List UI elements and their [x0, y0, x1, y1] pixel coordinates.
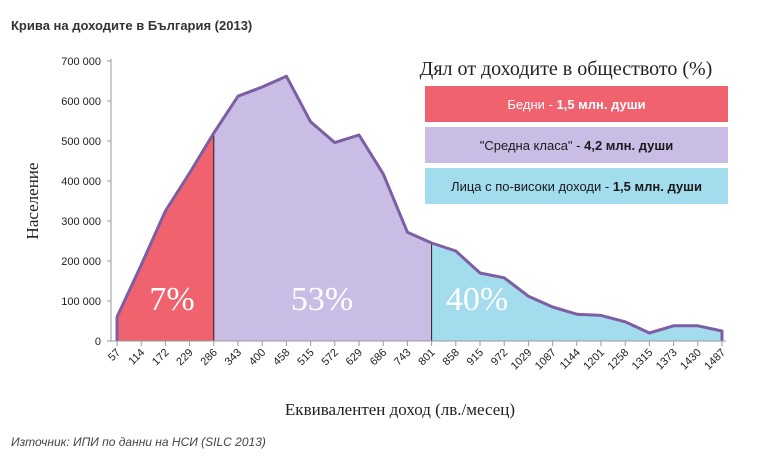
x-tick-label: 572 — [319, 347, 340, 368]
legend-item-detail: 1,5 млн. души — [613, 179, 702, 194]
x-tick-label: 1430 — [678, 347, 704, 373]
y-tick-label: 400 000 — [61, 176, 101, 188]
x-tick-label: 686 — [368, 347, 389, 368]
x-tick-label: 858 — [440, 347, 461, 368]
x-tick-label: 1373 — [654, 347, 680, 373]
area-segment-3 — [431, 243, 722, 341]
legend-item-name: Лица с по-високи доходи — [451, 179, 601, 194]
legend-item-sep: - — [545, 97, 557, 112]
area-segment-1 — [117, 133, 214, 341]
legend-item-1: Бедни - 1,5 млн. души — [507, 97, 645, 112]
x-tick-label: 1087 — [533, 347, 559, 373]
percent-labels: 7% 53% 40% — [149, 281, 508, 318]
legend-item-3: Лица с по-високи доходи - 1,5 млн. души — [451, 179, 702, 194]
x-tick-label: 1258 — [606, 347, 632, 373]
income-curve-line — [115, 74, 724, 341]
x-tick-label: 57 — [106, 347, 123, 364]
y-tick-label: 600 000 — [61, 96, 101, 108]
x-tick-label: 1201 — [581, 347, 607, 373]
y-tick-label: 300 000 — [61, 216, 101, 228]
legend-item-detail: 4,2 млн. души — [584, 138, 673, 153]
percent-label: 53% — [291, 281, 353, 318]
x-tick-label: 801 — [416, 347, 437, 368]
x-tick-label: 743 — [392, 347, 413, 368]
y-axis-label: Население — [23, 163, 42, 240]
y-axis: 0 100 000 200 000 300 000 400 000 500 000 600 … — [61, 56, 112, 348]
x-tick-label: 172 — [150, 347, 171, 368]
legend-title: Дял от доходите в обществото (%) — [420, 58, 713, 80]
legend-item-sep: - — [573, 138, 585, 153]
area-segments — [116, 76, 723, 341]
percent-label: 40% — [446, 281, 508, 318]
x-axis-label: Еквивалентен доход (лв./месец) — [285, 400, 515, 419]
x-tick-label: 972 — [489, 347, 510, 368]
x-tick-label: 114 — [126, 347, 147, 368]
legend-swatch-1 — [425, 86, 728, 122]
source-note: Източник: ИПИ по данни на НСИ (SILC 2013… — [11, 435, 266, 449]
legend-swatch-3 — [425, 168, 728, 204]
x-tick-label: 1144 — [558, 347, 583, 372]
y-tick-label: 0 — [95, 336, 101, 348]
x-tick-label: 1487 — [702, 347, 728, 373]
y-tick-label: 500 000 — [61, 136, 101, 148]
x-tick-label: 515 — [295, 347, 316, 368]
legend-item-detail: 1,5 млн. души — [556, 97, 645, 112]
segment-dividers — [213, 133, 433, 341]
x-tick-label: 1029 — [509, 347, 535, 373]
x-tick-label: 400 — [247, 347, 268, 368]
x-axis: 57 114 172 229 286 343 400 458 515 572 629 686 743 80… — [106, 340, 728, 373]
area-segment-2 — [213, 76, 432, 341]
x-tick-label: 286 — [198, 347, 219, 368]
x-tick-label: 343 — [223, 347, 244, 368]
x-tick-label: 915 — [465, 347, 486, 368]
legend-swatch-2 — [425, 127, 728, 163]
legend-item-name: Бедни — [507, 97, 545, 112]
y-tick-label: 200 000 — [61, 256, 101, 268]
chart-title: Крива на доходите в България (2013) — [11, 18, 253, 33]
y-tick-label: 100 000 — [61, 296, 101, 308]
x-tick-label: 629 — [344, 347, 365, 368]
legend-item-name: "Средна класа" — [480, 138, 573, 153]
legend-item-2: "Средна класа" - 4,2 млн. души — [480, 138, 673, 153]
x-tick-label: 1315 — [630, 347, 656, 373]
x-tick-label: 229 — [174, 347, 195, 368]
y-tick-label: 700 000 — [61, 56, 101, 68]
percent-label: 7% — [149, 281, 194, 318]
legend: Дял от доходите в обществото (%) Бедни -… — [420, 58, 728, 204]
x-tick-label: 458 — [271, 347, 292, 368]
legend-item-sep: - — [601, 179, 613, 194]
